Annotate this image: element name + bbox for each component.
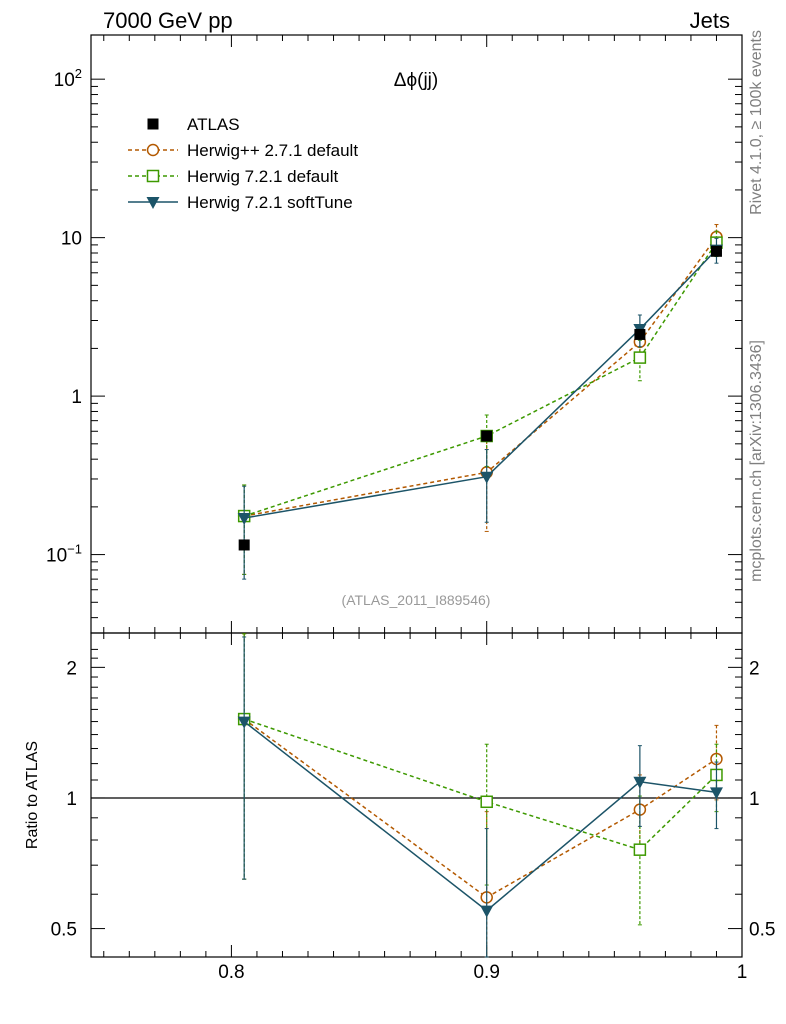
header-process-label: 7000 GeV pp [103, 8, 233, 33]
series-line [243, 242, 718, 517]
analysis-label: (ATLAS_2011_I889546) [342, 592, 491, 608]
legend-marker [146, 169, 160, 183]
data-point [480, 905, 494, 918]
ratio-tick-label-right: 0.5 [749, 920, 775, 941]
legend-item: Herwig 7.2.1 softTune [128, 193, 353, 212]
y-tick-label: 10 [61, 229, 82, 250]
ratio-tick-label: 0.5 [51, 920, 77, 941]
ratio-tick-label-right: 2 [749, 658, 760, 679]
series-atlas [238, 245, 722, 551]
ratio-axis-label: Ratio to ATLAS [24, 741, 41, 849]
ratio-tick-label-right: 1 [749, 789, 760, 810]
data-point [480, 471, 494, 484]
series-herwig-7-2-1-softtune [237, 636, 723, 958]
y-tick-label: 1 [71, 387, 82, 408]
x-tick-label: 0.9 [473, 962, 499, 983]
legend-label: Herwig++ 2.7.1 default [187, 141, 358, 160]
rivet-version-label: Rivet 4.1.0, ≥ 100k events [748, 30, 765, 215]
data-point [481, 430, 493, 442]
mcplots-reference-label: mcplots.cern.ch [arXiv:1306.3436] [748, 340, 765, 582]
data-point [237, 513, 251, 526]
data-point [633, 776, 647, 789]
legend-marker [146, 143, 160, 157]
legend-item: Herwig++ 2.7.1 default [128, 141, 358, 160]
ratio-plot-frame [90, 632, 743, 958]
series-herwig-2-7-1-default [237, 224, 723, 575]
ratio-tick-label: 1 [66, 789, 77, 810]
chart-title: Δϕ(jj) [394, 70, 438, 91]
series-line [243, 720, 717, 912]
data-point [634, 328, 646, 340]
series-line [244, 236, 718, 517]
data-point [480, 795, 493, 809]
series-line [243, 718, 717, 899]
data-point [238, 539, 250, 551]
series-herwig-2-7-1-default [237, 633, 723, 958]
data-point [237, 716, 251, 729]
y-tick-label: 10−1 [46, 542, 82, 567]
legend-item: ATLAS [147, 115, 240, 134]
data-point [710, 245, 722, 257]
legend-label: ATLAS [187, 115, 240, 134]
legend-label: Herwig 7.2.1 softTune [187, 193, 353, 212]
series-herwig-7-2-1-default [237, 230, 723, 575]
legend-marker [146, 197, 160, 209]
x-tick-label: 1 [737, 962, 748, 983]
y-tick-label: 102 [54, 66, 82, 91]
series-line [243, 718, 717, 851]
legend-label: Herwig 7.2.1 default [187, 167, 338, 186]
ratio-tick-label: 2 [66, 658, 77, 679]
ratio-plot-area [91, 633, 742, 958]
data-point [633, 843, 647, 856]
series-herwig-7-2-1-softtune [237, 237, 723, 580]
legend-item: Herwig 7.2.1 default [128, 167, 338, 186]
data-point [633, 351, 647, 364]
series-line [244, 249, 718, 519]
legend: ATLAS Herwig++ 2.7.1 default Herwig 7.2.1 … [128, 115, 358, 212]
data-point [709, 787, 723, 800]
series-herwig-7-2-1-default [237, 633, 723, 926]
header-observable-label: Jets [690, 8, 730, 33]
legend-marker [147, 118, 159, 130]
main-plot-area [237, 224, 723, 580]
x-tick-label: 0.8 [218, 962, 244, 983]
